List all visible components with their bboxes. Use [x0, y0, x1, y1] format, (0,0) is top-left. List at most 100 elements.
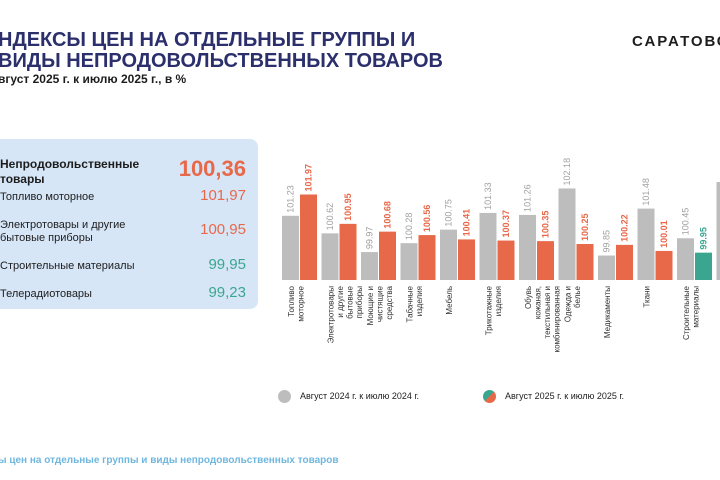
bar-curr-year	[537, 241, 554, 280]
bar-prev-year	[282, 215, 299, 280]
data-label-curr: 100.68	[383, 201, 393, 229]
legend-label: Август 2025 г. к июлю 2025 г.	[505, 391, 625, 401]
bar-prev-year	[637, 208, 655, 280]
bar-prev-year	[361, 252, 378, 280]
category-label-line: изделия	[494, 286, 503, 316]
summary-row: Электротовары и другие бытовые приборы 1…	[0, 217, 258, 247]
category-label-line: Табачные	[406, 285, 415, 322]
category-label: Строительные материалы	[682, 285, 701, 340]
bar-curr-year	[379, 231, 396, 280]
bar-prev-year	[677, 238, 694, 280]
category-label: Мебель	[445, 286, 454, 315]
summary-label: Топливо моторное	[0, 191, 95, 203]
summary-panel: Непродовольственные товары 100,36 Топлив…	[0, 139, 258, 309]
data-label-prev: 100.28	[404, 213, 414, 241]
category-label-line: моторное	[297, 285, 306, 321]
data-label-curr: 100.56	[422, 205, 432, 233]
page-title: НДЕКСЫ ЦЕН НА ОТДЕЛЬНЫЕ ГРУППЫ И ВИДЫ НЕ…	[0, 29, 443, 72]
bar-prev-year	[558, 188, 576, 280]
bar-curr-year	[300, 194, 317, 280]
category-label-line: Ткани	[643, 286, 652, 308]
category-label: Трикотажные изделия	[485, 285, 504, 335]
data-label-prev: 100.45	[681, 208, 691, 236]
category-label-line: и другие	[336, 285, 345, 317]
data-label-curr: 100.22	[620, 214, 630, 242]
data-label-curr: 100.41	[462, 209, 472, 237]
category-label-line: приборы	[355, 286, 364, 319]
bar-prev-year	[400, 243, 418, 280]
category-label-line: материалы	[692, 286, 701, 328]
category-label: Моющие и чистящие средства	[366, 285, 394, 325]
summary-label: Электротовары и другие бытовые приборы	[0, 219, 126, 244]
bar-curr-year	[655, 250, 673, 280]
category-label-line: текстильная и	[543, 286, 552, 338]
category-label-line: средства	[385, 285, 394, 319]
bar-chart: 101.23 101.97 Топливо моторное 100.62 100.95 Э…	[282, 158, 720, 353]
summary-row: Топливо моторное 101,97	[0, 187, 258, 209]
category-label: Ткани	[643, 286, 652, 308]
summary-label: Телерадиотовары	[0, 288, 92, 300]
bar-prev-year	[598, 255, 615, 280]
bar-curr-year	[418, 235, 436, 280]
data-label-prev: 100.75	[444, 199, 454, 227]
legend-swatch-grey	[278, 390, 291, 403]
summary-value: 99,95	[208, 256, 246, 273]
category-label-line: Моющие и	[366, 286, 375, 325]
summary-label: Строительные материалы	[0, 260, 135, 272]
data-label-curr: 99.95	[699, 227, 709, 250]
summary-row: Телерадиотовары 99,23	[0, 284, 258, 306]
data-label-prev: 101.33	[483, 182, 493, 210]
bar-curr-year	[497, 240, 515, 280]
category-label-line: Мебель	[445, 286, 454, 315]
data-label-curr: 100.25	[580, 213, 590, 241]
summary-label: Непродовольственные товары	[0, 157, 140, 186]
summary-value: 100,36	[178, 156, 246, 181]
category-label-line: изделия	[415, 286, 424, 316]
category-label: Топливо моторное	[287, 285, 306, 321]
bar-curr-year	[695, 252, 712, 280]
data-label-prev: 101.48	[641, 178, 651, 206]
category-label-line: белье	[573, 285, 582, 308]
legend-swatch-orange-green	[483, 390, 496, 403]
category-label-line: кожаная,	[534, 286, 543, 319]
category-label-line: чистящие	[376, 285, 385, 322]
summary-row-total: Непродовольственные товары 100,36	[0, 147, 258, 193]
bar-prev-year	[321, 233, 339, 280]
data-label-curr: 100.01	[659, 220, 669, 248]
category-label-line: Трикотажные	[485, 285, 494, 335]
data-label-prev: 101.23	[286, 185, 296, 213]
brand-logo-text: САРАТОВС	[632, 33, 720, 50]
legend-label: Август 2024 г. к июлю 2024 г.	[300, 391, 420, 401]
data-label-prev: 102.18	[562, 158, 572, 186]
summary-value: 100,95	[200, 221, 246, 238]
bar-prev-year	[519, 214, 536, 280]
category-label-line: Одежда и	[564, 286, 573, 322]
data-label-curr: 101.97	[304, 164, 314, 192]
bar-prev-year	[479, 212, 497, 280]
bar-curr-year	[458, 239, 475, 280]
bar-prev-year	[440, 229, 457, 280]
category-label: Обувь кожаная, текстильная и комбинированна…	[524, 286, 562, 353]
data-label-prev: 101.26	[523, 184, 533, 212]
category-label-line: Медикаменты	[603, 286, 612, 338]
data-label-prev: 100.62	[325, 203, 335, 231]
category-label: Табачные изделия	[406, 285, 425, 322]
category-label: Электротовары и другие бытовые приборы	[327, 285, 365, 343]
summary-value: 99,23	[208, 284, 246, 301]
category-label-line: бытовые	[346, 285, 355, 318]
bar-curr-year	[576, 244, 594, 280]
summary-row: Строительные материалы 99,95	[0, 256, 258, 278]
category-label: Одежда и белье	[564, 285, 583, 322]
summary-value: 101,97	[200, 187, 246, 204]
category-label-line: Топливо	[287, 285, 296, 316]
data-label-curr: 100.95	[343, 193, 353, 221]
page-subtitle: вгуст 2025 г. к июлю 2025 г., в %	[0, 72, 187, 86]
category-label: Медикаменты	[603, 286, 612, 338]
category-label-line: Строительные	[682, 285, 691, 340]
bar-curr-year	[616, 244, 633, 280]
data-label-prev: 99.97	[365, 227, 375, 250]
data-label-curr: 100.37	[501, 210, 511, 238]
category-label-line: Электротовары	[327, 286, 336, 344]
data-label-curr: 100.35	[541, 211, 551, 239]
category-label-line: Обувь	[524, 286, 533, 309]
